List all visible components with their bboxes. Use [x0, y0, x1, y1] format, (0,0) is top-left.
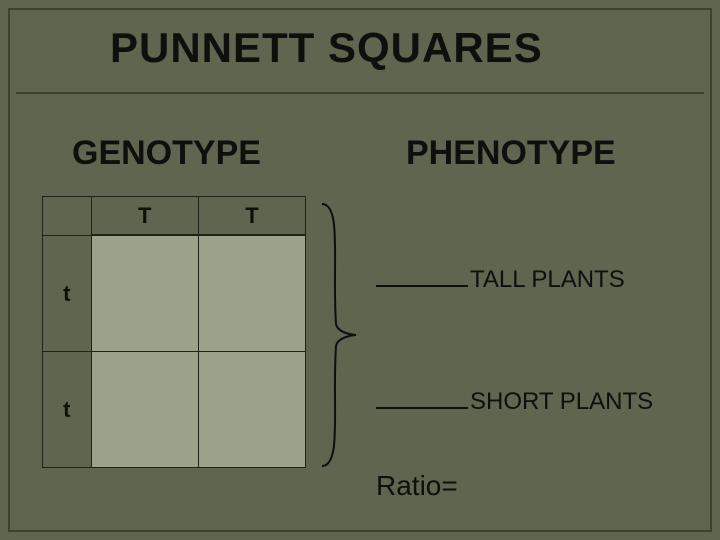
- punnett-col-headers: T T: [43, 197, 305, 235]
- punnett-col-head-1: T: [198, 197, 305, 235]
- phenotype-short-label: SHORT PLANTS: [470, 388, 653, 415]
- punnett-cell-1-1: [198, 351, 305, 467]
- ratio-label: Ratio=: [376, 470, 458, 502]
- phenotype-tall-line: TALL PLANTS: [376, 266, 625, 294]
- punnett-cell-1-0: [91, 351, 198, 467]
- brace-icon: [316, 200, 362, 470]
- punnett-row-head-1: t: [43, 351, 91, 467]
- subhead-phenotype: PHENOTYPE: [406, 134, 616, 173]
- punnett-corner: [43, 197, 91, 235]
- punnett-row-0: t: [43, 235, 305, 351]
- punnett-col-head-0: T: [91, 197, 198, 235]
- punnett-cell-0-1: [198, 235, 305, 351]
- page-title: PUNNETT SQUARES: [110, 24, 543, 72]
- slide: PUNNETT SQUARES GENOTYPE PHENOTYPE T T t…: [0, 0, 720, 540]
- punnett-row-head-0: t: [43, 235, 91, 351]
- subhead-genotype: GENOTYPE: [72, 134, 261, 173]
- blank-short: [376, 407, 468, 409]
- punnett-cell-0-0: [91, 235, 198, 351]
- punnett-square: T T t t: [42, 196, 306, 468]
- phenotype-tall-label: TALL PLANTS: [470, 266, 625, 293]
- phenotype-short-line: SHORT PLANTS: [376, 388, 653, 416]
- title-rule: [16, 92, 704, 94]
- punnett-row-1: t: [43, 351, 305, 467]
- blank-tall: [376, 285, 468, 287]
